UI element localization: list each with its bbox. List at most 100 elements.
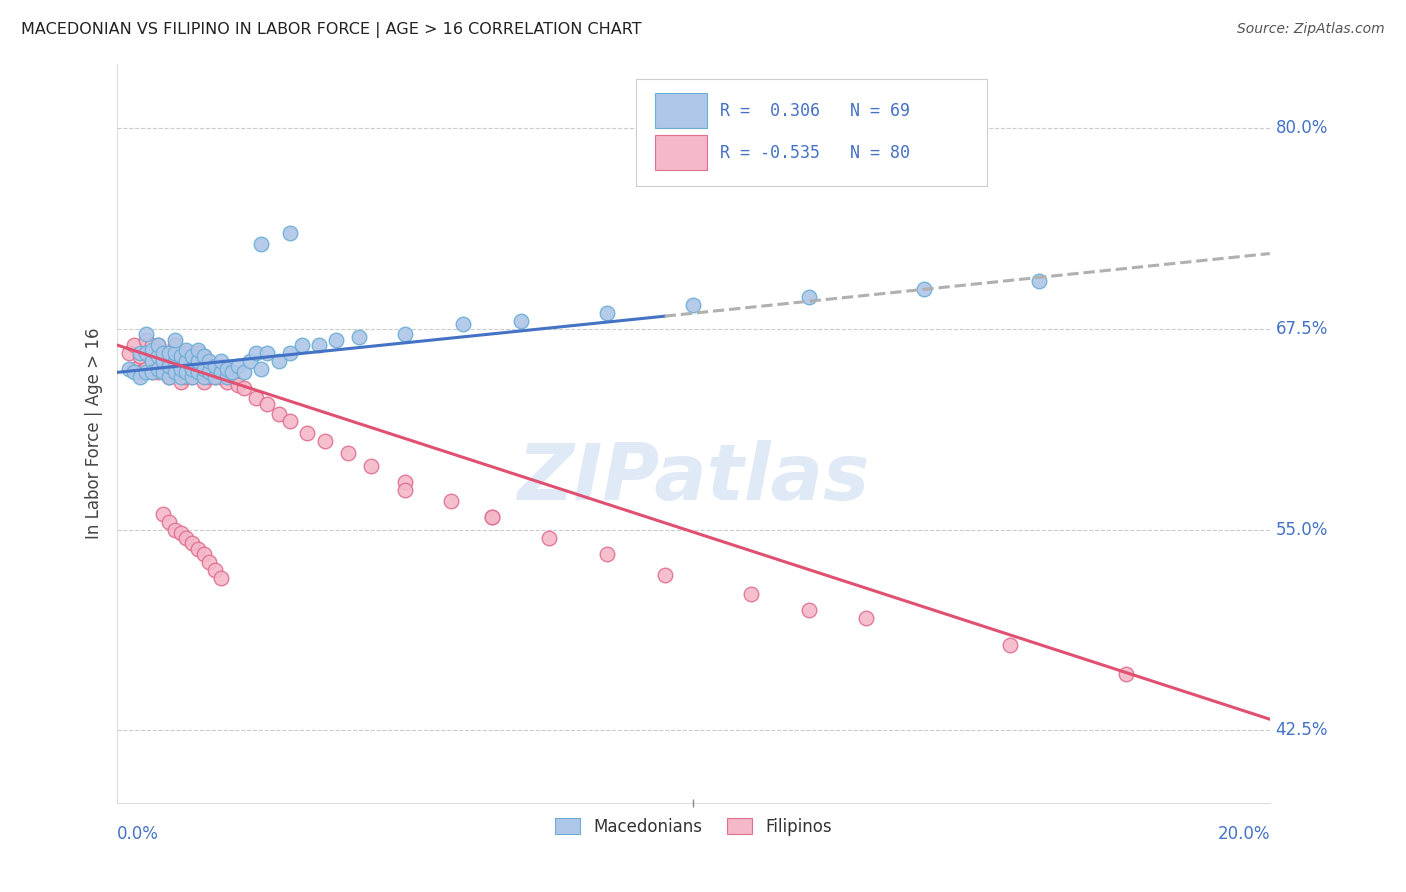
Point — [163, 333, 186, 347]
Point — [209, 365, 232, 379]
Point — [245, 391, 267, 405]
Point — [314, 434, 336, 449]
Point — [163, 346, 186, 360]
Point — [181, 362, 204, 376]
Point — [176, 365, 198, 379]
Point — [152, 346, 174, 360]
Legend: Macedonians, Filipinos: Macedonians, Filipinos — [548, 811, 839, 842]
Point — [1115, 667, 1137, 681]
Point — [157, 370, 180, 384]
Point — [193, 370, 215, 384]
Point — [215, 362, 238, 376]
Text: 67.5%: 67.5% — [1275, 320, 1327, 338]
Point — [193, 362, 215, 376]
Point — [141, 365, 163, 379]
Point — [169, 362, 191, 376]
Point — [204, 563, 226, 577]
Point — [135, 346, 157, 360]
Point — [181, 535, 204, 549]
Point — [146, 365, 169, 379]
Point — [481, 509, 503, 524]
Point — [146, 338, 169, 352]
Point — [193, 349, 215, 363]
Text: R = -0.535   N = 80: R = -0.535 N = 80 — [720, 144, 910, 161]
Point — [855, 611, 877, 625]
Point — [267, 407, 290, 421]
Point — [163, 365, 186, 379]
Text: 20.0%: 20.0% — [1218, 825, 1270, 843]
Point — [163, 338, 186, 352]
Point — [163, 354, 186, 368]
Point — [193, 362, 215, 376]
Point — [233, 365, 256, 379]
FancyBboxPatch shape — [655, 135, 707, 170]
Point — [141, 365, 163, 379]
Point — [198, 354, 221, 368]
Point — [198, 365, 221, 379]
Point — [596, 547, 619, 561]
Text: 55.0%: 55.0% — [1275, 521, 1327, 539]
Point — [204, 370, 226, 384]
Point — [256, 397, 278, 411]
Point — [245, 346, 267, 360]
Point — [146, 349, 169, 363]
Point — [250, 362, 273, 376]
Point — [152, 365, 174, 379]
Point — [163, 354, 186, 368]
Point — [152, 365, 174, 379]
Point — [141, 354, 163, 368]
Point — [187, 365, 209, 379]
Point — [181, 370, 204, 384]
Point — [157, 359, 180, 373]
FancyBboxPatch shape — [636, 78, 987, 186]
Point — [481, 509, 503, 524]
Point — [394, 483, 416, 497]
Point — [912, 282, 935, 296]
Text: 42.5%: 42.5% — [1275, 722, 1329, 739]
Point — [146, 349, 169, 363]
Point — [209, 354, 232, 368]
Point — [198, 370, 221, 384]
Point — [169, 349, 191, 363]
Point — [176, 354, 198, 368]
Point — [135, 326, 157, 341]
Point — [250, 236, 273, 251]
Point — [360, 458, 382, 473]
Point — [129, 370, 152, 384]
Point — [181, 370, 204, 384]
Point — [1000, 638, 1022, 652]
Point — [209, 370, 232, 384]
Point — [152, 354, 174, 368]
Point — [308, 338, 330, 352]
Point — [187, 365, 209, 379]
Point — [141, 338, 163, 352]
Point — [124, 362, 146, 376]
Point — [336, 445, 359, 459]
Point — [135, 365, 157, 379]
Point — [204, 359, 226, 373]
Point — [209, 571, 232, 585]
Point — [278, 226, 301, 240]
Point — [118, 346, 141, 360]
Point — [141, 343, 163, 357]
Point — [797, 290, 820, 304]
Point — [129, 365, 152, 379]
Point — [226, 378, 249, 392]
Point — [176, 346, 198, 360]
Point — [451, 317, 474, 331]
Point — [163, 365, 186, 379]
Point — [278, 413, 301, 427]
Point — [157, 359, 180, 373]
Point — [187, 346, 209, 360]
Point — [169, 370, 191, 384]
Point — [169, 349, 191, 363]
Point — [349, 330, 371, 344]
Point — [509, 314, 531, 328]
Point — [193, 547, 215, 561]
Text: Source: ZipAtlas.com: Source: ZipAtlas.com — [1237, 22, 1385, 37]
Point — [124, 338, 146, 352]
Point — [1028, 274, 1050, 288]
Point — [152, 346, 174, 360]
Point — [146, 362, 169, 376]
Point — [141, 354, 163, 368]
